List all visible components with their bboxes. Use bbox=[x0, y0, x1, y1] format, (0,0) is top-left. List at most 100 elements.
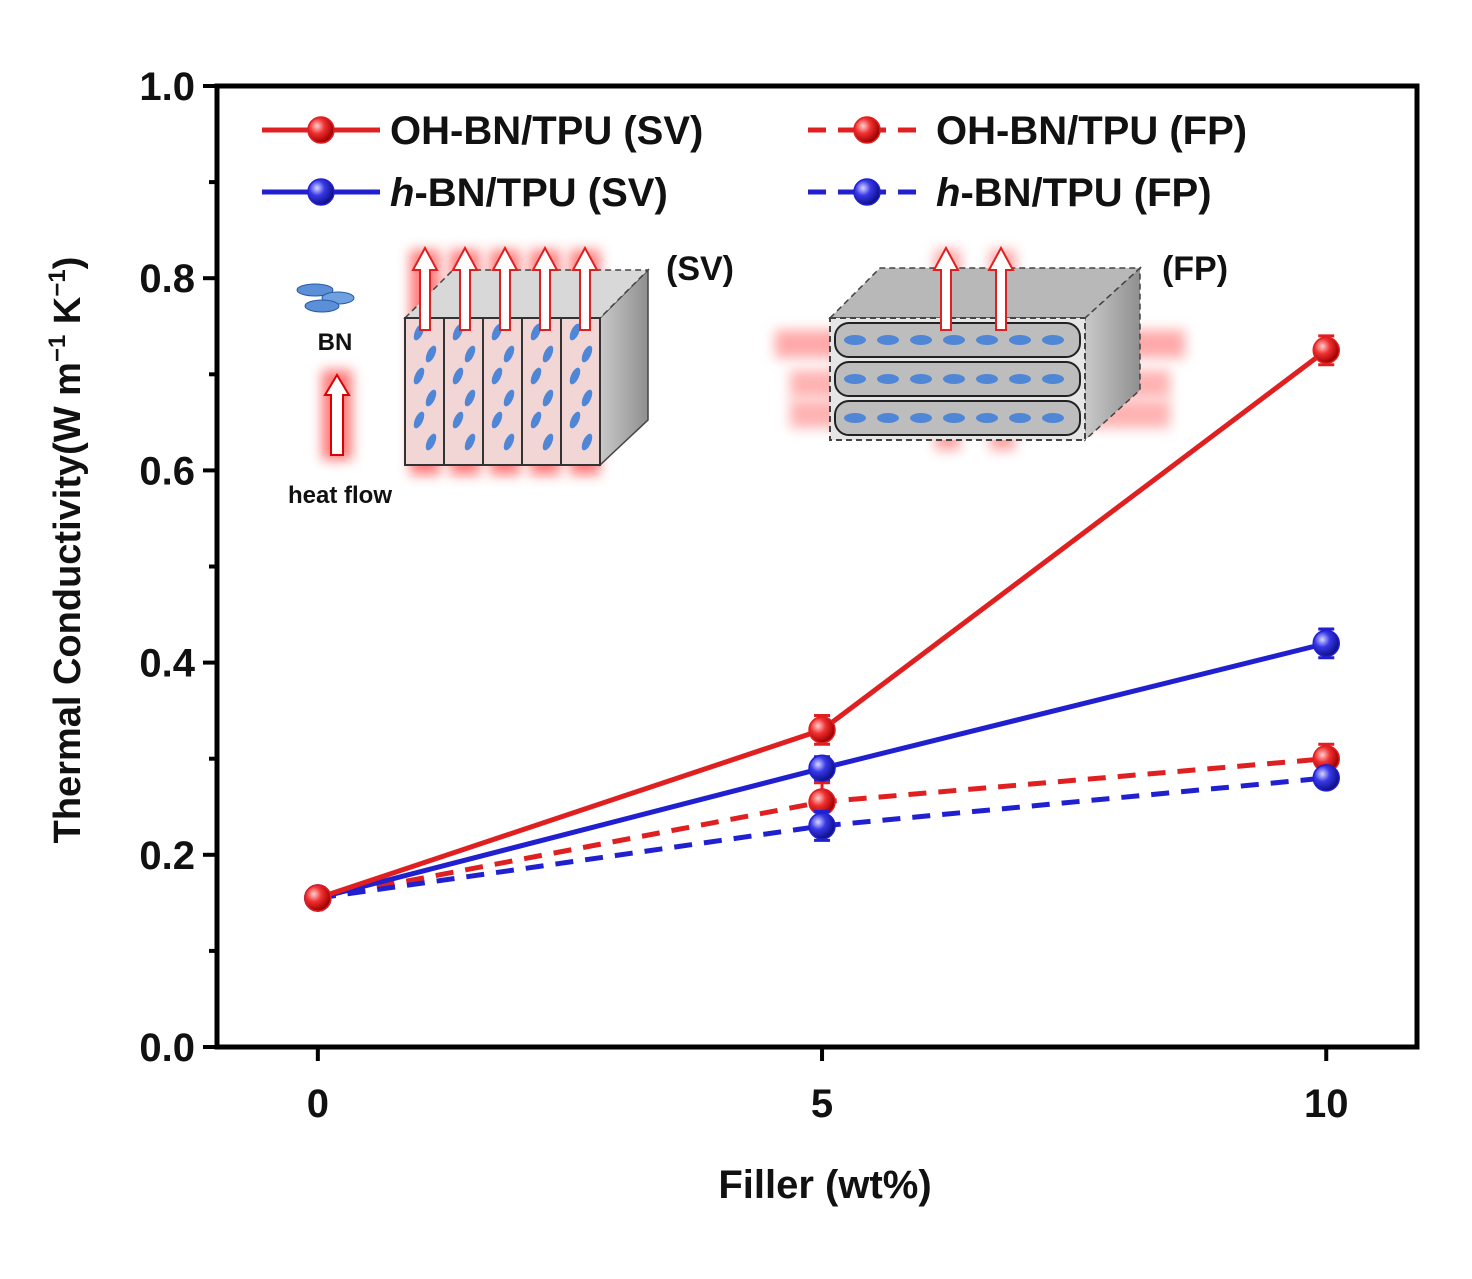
sv-flake bbox=[452, 367, 464, 385]
legend-label-prefix: h bbox=[390, 171, 414, 215]
sv-flake bbox=[569, 411, 581, 429]
fp-heat-arrows bbox=[932, 245, 1015, 331]
sv-flake bbox=[413, 367, 425, 385]
plot-frame bbox=[214, 83, 1420, 1050]
inset-sv-illustration: BN heat flow bbox=[288, 245, 734, 509]
sv-inset-label: (SV) bbox=[666, 250, 734, 288]
fp-flake bbox=[1042, 413, 1064, 423]
series-line bbox=[317, 775, 1327, 901]
sv-flake bbox=[530, 411, 542, 429]
data-point bbox=[808, 754, 836, 783]
data-point bbox=[304, 884, 332, 912]
y-tick-label: 1.0 bbox=[139, 65, 195, 109]
legend-item: OH-BN/TPU (SV) bbox=[262, 109, 703, 153]
sv-bn-flakes bbox=[413, 323, 593, 451]
y-tick-label: 0.0 bbox=[139, 1026, 195, 1070]
fp-flake bbox=[877, 335, 899, 345]
sv-flake bbox=[503, 345, 515, 363]
sv-flake bbox=[452, 411, 464, 429]
legend-item: h-BN/TPU (SV) bbox=[262, 171, 668, 215]
fp-flake bbox=[943, 413, 965, 423]
fp-flake bbox=[943, 374, 965, 384]
sv-flake bbox=[542, 389, 554, 407]
fp-flake bbox=[1009, 413, 1031, 423]
sv-flake bbox=[425, 345, 437, 363]
legend-item: h-BN/TPU (FP) bbox=[808, 171, 1212, 215]
fp-flake bbox=[943, 335, 965, 345]
fp-inset-label: (FP) bbox=[1162, 250, 1228, 288]
fp-flake bbox=[844, 335, 866, 345]
legend-item: OH-BN/TPU (FP) bbox=[808, 109, 1247, 153]
sv-flake bbox=[530, 367, 542, 385]
sv-flake bbox=[581, 345, 593, 363]
heat-flow-arrow-icon bbox=[322, 370, 352, 460]
fp-flake bbox=[1009, 335, 1031, 345]
sv-flake bbox=[530, 323, 542, 341]
fp-flake bbox=[910, 335, 932, 345]
fp-flake bbox=[844, 374, 866, 384]
data-point bbox=[808, 716, 836, 744]
y-tick-label: 0.2 bbox=[139, 834, 195, 878]
fp-flake bbox=[1042, 335, 1064, 345]
sv-flake bbox=[425, 433, 437, 451]
legend-label: h-BN/TPU (SV) bbox=[390, 171, 668, 215]
y-axis-title-main: Thermal Conductivity(W m bbox=[47, 362, 89, 843]
fp-flake bbox=[1042, 374, 1064, 384]
sv-flake bbox=[491, 367, 503, 385]
sv-flake bbox=[569, 323, 581, 341]
fp-flake bbox=[976, 374, 998, 384]
y-axis-title-mid: K bbox=[47, 296, 89, 335]
sv-flake bbox=[491, 411, 503, 429]
fp-bn-flakes bbox=[844, 335, 1064, 423]
legend-marker bbox=[307, 116, 335, 144]
legend-label: OH-BN/TPU (FP) bbox=[936, 109, 1247, 153]
axes: 0.0 0.2 0.4 0.6 0.8 1.0 0 5 10 bbox=[139, 65, 1348, 1126]
sv-flake bbox=[413, 411, 425, 429]
fp-flake bbox=[976, 335, 998, 345]
legend-label-prefix: h bbox=[936, 171, 960, 215]
bn-label: BN bbox=[318, 329, 353, 356]
sv-flake bbox=[581, 433, 593, 451]
series-layer bbox=[304, 334, 1340, 912]
sv-flake bbox=[464, 345, 476, 363]
x-tick-label: 0 bbox=[307, 1082, 329, 1126]
fp-flake bbox=[910, 413, 932, 423]
legend-label-text: -BN/TPU (FP) bbox=[960, 171, 1211, 215]
legend-label-text: OH-BN/TPU (FP) bbox=[936, 109, 1247, 153]
fp-flake bbox=[844, 413, 866, 423]
fp-flake bbox=[1009, 374, 1031, 384]
sv-heat-arrows bbox=[411, 245, 599, 331]
data-point bbox=[808, 812, 836, 840]
x-tick-label: 5 bbox=[811, 1082, 833, 1126]
data-point bbox=[1312, 764, 1340, 792]
sv-flake bbox=[503, 433, 515, 451]
inset-fp-illustration: (FP) bbox=[775, 245, 1228, 450]
fp-flake bbox=[877, 374, 899, 384]
y-axis-title-sup1: −1 bbox=[44, 335, 71, 362]
sv-block bbox=[403, 268, 650, 467]
fp-flake bbox=[910, 374, 932, 384]
data-point bbox=[1312, 336, 1340, 365]
heat-flow-label: heat flow bbox=[288, 482, 392, 509]
series-oh-bn-tpu-sv- bbox=[304, 334, 1340, 912]
fp-flake bbox=[976, 413, 998, 423]
y-axis-title-sup2: −1 bbox=[44, 269, 71, 296]
legend-label: OH-BN/TPU (SV) bbox=[390, 109, 703, 153]
sv-flake bbox=[503, 389, 515, 407]
legend-marker bbox=[853, 116, 881, 144]
legend: OH-BN/TPU (SV) h-BN/TPU (SV) OH-BN/TPU (FP… bbox=[262, 109, 1247, 215]
y-axis-title: Thermal Conductivity(W m−1 K−1) bbox=[44, 257, 89, 844]
legend-label: h-BN/TPU (FP) bbox=[936, 171, 1212, 215]
legend-marker bbox=[307, 178, 335, 206]
sv-flake bbox=[569, 367, 581, 385]
x-axis-title: Filler (wt%) bbox=[718, 1163, 931, 1207]
sv-flake bbox=[464, 389, 476, 407]
y-tick-label: 0.8 bbox=[139, 257, 195, 301]
sv-flake bbox=[464, 433, 476, 451]
sv-flake bbox=[542, 345, 554, 363]
data-point bbox=[1312, 629, 1340, 658]
legend-marker bbox=[853, 178, 881, 206]
x-tick-label: 10 bbox=[1304, 1082, 1349, 1126]
sv-flake bbox=[542, 433, 554, 451]
